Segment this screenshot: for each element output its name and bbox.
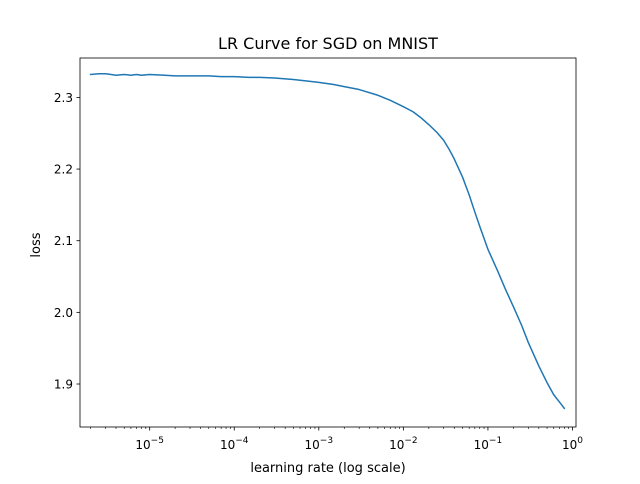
y-tick-label-2: 2.1 (54, 234, 73, 248)
x-tick-label-1: 10−4 (220, 436, 249, 452)
y-tick-label-0: 1.9 (54, 378, 73, 392)
y-tick-label-4: 2.3 (54, 91, 73, 105)
chart-title: LR Curve for SGD on MNIST (218, 34, 438, 53)
series-line-0 (89, 73, 566, 410)
x-tick-label-3: 10−2 (389, 436, 418, 452)
plot-area (89, 73, 566, 410)
y-tick-label-3: 2.2 (54, 163, 73, 177)
axes: 10−5 10−4 10−3 10−2 10−1 100 1.9 2.0 2.1 2.2 2.3 (54, 57, 583, 452)
x-tick-label-2: 10−3 (305, 436, 334, 452)
x-tick-label-5: 100 (562, 436, 583, 452)
x-tick-label-4: 10−1 (474, 436, 503, 452)
x-axis-label: learning rate (log scale) (250, 461, 405, 476)
y-axis-label: loss (29, 232, 44, 257)
x-tick-label-0: 10−5 (135, 436, 164, 452)
axes-frame (79, 57, 577, 428)
y-tick-label-1: 2.0 (54, 306, 73, 320)
